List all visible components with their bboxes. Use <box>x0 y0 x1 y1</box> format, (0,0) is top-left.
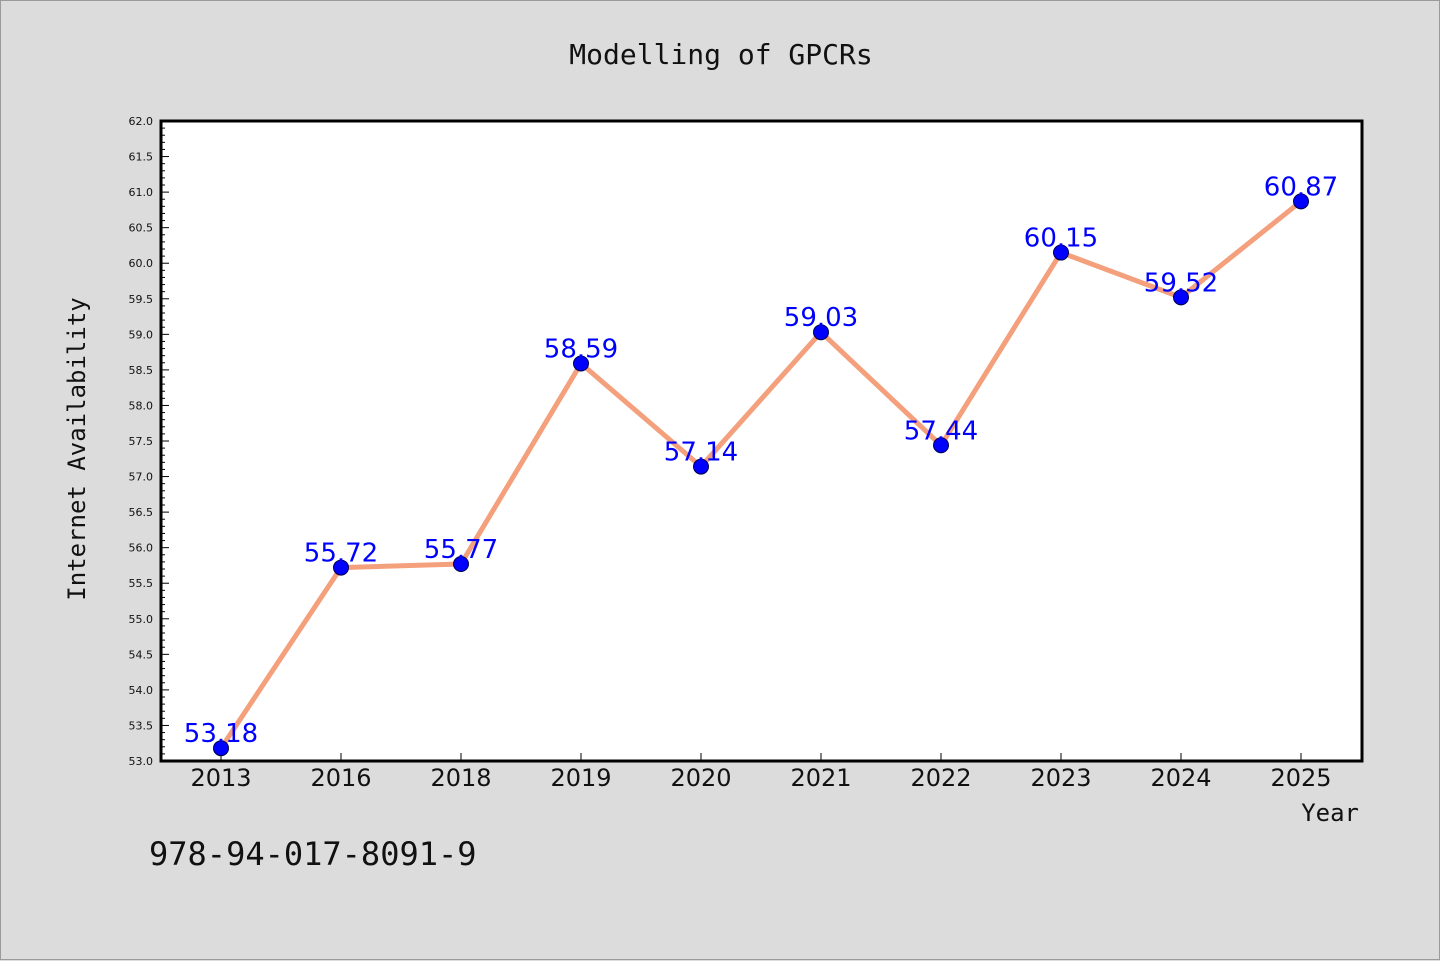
y-tick-label: 61.5 <box>129 151 154 164</box>
y-tick-label: 60.0 <box>129 257 154 270</box>
y-tick-label: 53.5 <box>129 719 154 732</box>
chart-title: Modelling of GPCRs <box>569 38 872 71</box>
data-point-marker <box>1173 289 1189 306</box>
x-axis-label: Year <box>1301 799 1359 827</box>
data-point-marker <box>213 740 229 757</box>
x-tick-label: 2020 <box>670 764 731 792</box>
plot-area <box>159 119 1364 763</box>
data-label: 55.72 <box>304 539 378 569</box>
data-label: 53.18 <box>184 719 258 749</box>
data-label: 60.15 <box>1024 224 1098 254</box>
x-tick-label: 2013 <box>190 764 251 792</box>
y-tick-label: 58.0 <box>129 399 154 412</box>
data-point-marker <box>933 437 949 454</box>
y-axis-ticks: 53.0 53.5 54.0 54.5 55.0 55.5 56.0 56.5 57.0 57.5… <box>129 115 169 768</box>
y-axis-label: Internet Availability <box>63 297 91 600</box>
y-tick-label: 60.5 <box>129 222 154 235</box>
isbn-text: 978-94-017-8091-9 <box>149 835 477 873</box>
data-label: 59.03 <box>784 303 858 333</box>
data-label: 57.14 <box>664 438 738 468</box>
data-label: 55.77 <box>424 535 498 565</box>
x-tick-label: 2022 <box>910 764 971 792</box>
data-point-marker <box>693 458 709 475</box>
y-tick-label: 59.0 <box>129 328 154 341</box>
x-tick-label: 2024 <box>1150 764 1211 792</box>
data-point-marker <box>333 559 349 576</box>
data-label: 57.44 <box>904 416 978 446</box>
data-point-marker <box>1053 244 1069 261</box>
data-point-marker <box>573 355 589 372</box>
series-line <box>218 198 1304 751</box>
series-line-group <box>213 193 1309 757</box>
y-tick-label: 54.0 <box>129 684 154 697</box>
data-label: 60.87 <box>1264 172 1338 202</box>
data-labels-group: 53.18 55.72 55.77 58.59 57.14 59.03 57.44 60.15… <box>184 172 1338 749</box>
y-tick-label: 55.5 <box>129 577 154 590</box>
y-tick-label: 59.5 <box>129 293 154 306</box>
data-point-marker <box>453 556 469 573</box>
y-tick-label: 57.5 <box>129 435 154 448</box>
data-label: 58.59 <box>544 334 618 364</box>
x-axis-ticks: 2013 2016 2018 2019 2020 2021 2022 2023 2024 2025 <box>190 753 1332 792</box>
x-tick-label: 2018 <box>430 764 491 792</box>
x-tick-label: 2019 <box>550 764 611 792</box>
y-tick-label: 53.0 <box>129 755 154 768</box>
y-tick-label: 55.0 <box>129 613 154 626</box>
y-tick-label: 54.5 <box>129 648 154 661</box>
x-tick-label: 2021 <box>790 764 851 792</box>
y-tick-label: 56.5 <box>129 506 154 519</box>
data-point-marker <box>1293 193 1309 210</box>
y-tick-label: 58.5 <box>129 364 154 377</box>
y-tick-label: 61.0 <box>129 186 154 199</box>
y-tick-label: 56.0 <box>129 542 154 555</box>
data-point-marker <box>813 324 829 341</box>
x-tick-label: 2025 <box>1270 764 1331 792</box>
y-tick-label: 57.0 <box>129 471 154 484</box>
x-tick-label: 2016 <box>310 764 371 792</box>
data-label: 59.52 <box>1144 268 1218 298</box>
y-tick-label: 62.0 <box>129 115 154 128</box>
x-tick-label: 2023 <box>1030 764 1091 792</box>
